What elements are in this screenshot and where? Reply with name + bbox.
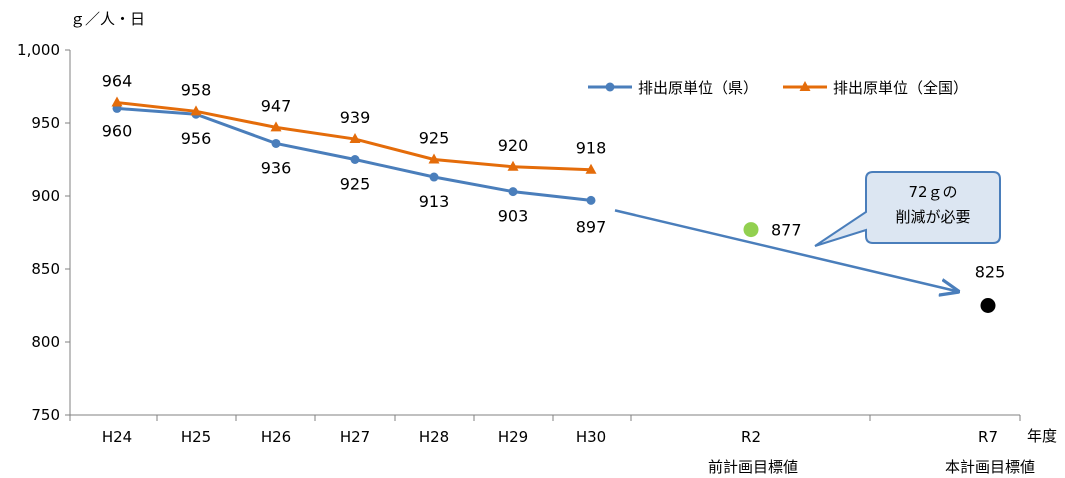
series-layer: 960 956 936 925 913 903 897 964 958 947 939 925 920 9… (102, 72, 958, 292)
y-tick-label: 750 (31, 406, 60, 424)
data-label: 964 (102, 72, 133, 91)
y-tick-label: 850 (31, 260, 60, 278)
data-point (350, 155, 360, 164)
legend-label: 排出原単位（全国） (833, 79, 968, 97)
data-point (271, 138, 281, 148)
y-axis-title: ｇ／人・日 (70, 10, 145, 28)
x-tick-label: H29 (498, 428, 528, 446)
y-tick-label: 950 (31, 114, 60, 132)
callout-text: 削減が必要 (895, 208, 970, 226)
trend-arrow (614, 209, 958, 291)
data-point (507, 160, 519, 171)
data-point (190, 105, 202, 116)
data-label: 936 (261, 158, 292, 177)
legend-swatch-marker (605, 82, 615, 92)
data-point (349, 133, 361, 144)
x-axis-title: 年度 (1027, 427, 1057, 445)
y-axis: 750 800 850 900 950 1,000 (17, 41, 71, 424)
data-label: 947 (261, 96, 292, 115)
target-label: 877 (771, 221, 802, 240)
data-label: 956 (181, 129, 212, 148)
target-point (743, 222, 759, 238)
data-point (429, 172, 439, 182)
data-point (508, 187, 518, 197)
x-tick-label: H25 (181, 428, 211, 446)
y-tick-label: 800 (31, 333, 60, 351)
data-label: 925 (340, 175, 371, 194)
x-tick-label: H30 (576, 428, 606, 446)
data-point (586, 195, 596, 205)
data-label: 918 (576, 139, 607, 158)
x-tick-label: H27 (340, 428, 370, 446)
x-tick-sublabel: 前計画目標値 (708, 458, 798, 476)
x-axis: H24 H25 H26 H27 H28 H29 H30 R2 前計画目標値 R7 本計画目標値 (69, 414, 1035, 476)
x-tick-label: R7 (978, 428, 998, 446)
data-label: 897 (576, 217, 607, 236)
data-label: 925 (419, 129, 450, 148)
data-label: 913 (419, 192, 450, 211)
x-tick-label: H24 (102, 428, 132, 446)
data-label: 960 (102, 121, 133, 140)
data-point (270, 121, 282, 132)
callout-bubble (814, 171, 1001, 247)
target-label: 825 (975, 263, 1006, 282)
data-point (111, 96, 123, 107)
data-label: 958 (181, 80, 212, 99)
data-point (585, 163, 597, 174)
legend-label: 排出原単位（県） (638, 79, 758, 97)
data-point (428, 153, 440, 164)
target-point (980, 298, 996, 313)
legend: 排出原単位（県） 排出原単位（全国） (588, 79, 968, 97)
y-tick-label: 900 (31, 187, 60, 205)
x-tick-label: H26 (261, 428, 291, 446)
x-tick-sublabel: 本計画目標値 (945, 458, 1035, 476)
legend-swatch-marker (799, 81, 811, 91)
data-label: 920 (498, 136, 529, 155)
y-tick-label: 1,000 (17, 41, 60, 59)
data-label: 939 (340, 108, 371, 127)
x-tick-label: R2 (741, 428, 761, 446)
data-label: 903 (498, 207, 529, 226)
callout-text: 72ｇの (908, 183, 957, 201)
x-tick-label: H28 (419, 428, 449, 446)
